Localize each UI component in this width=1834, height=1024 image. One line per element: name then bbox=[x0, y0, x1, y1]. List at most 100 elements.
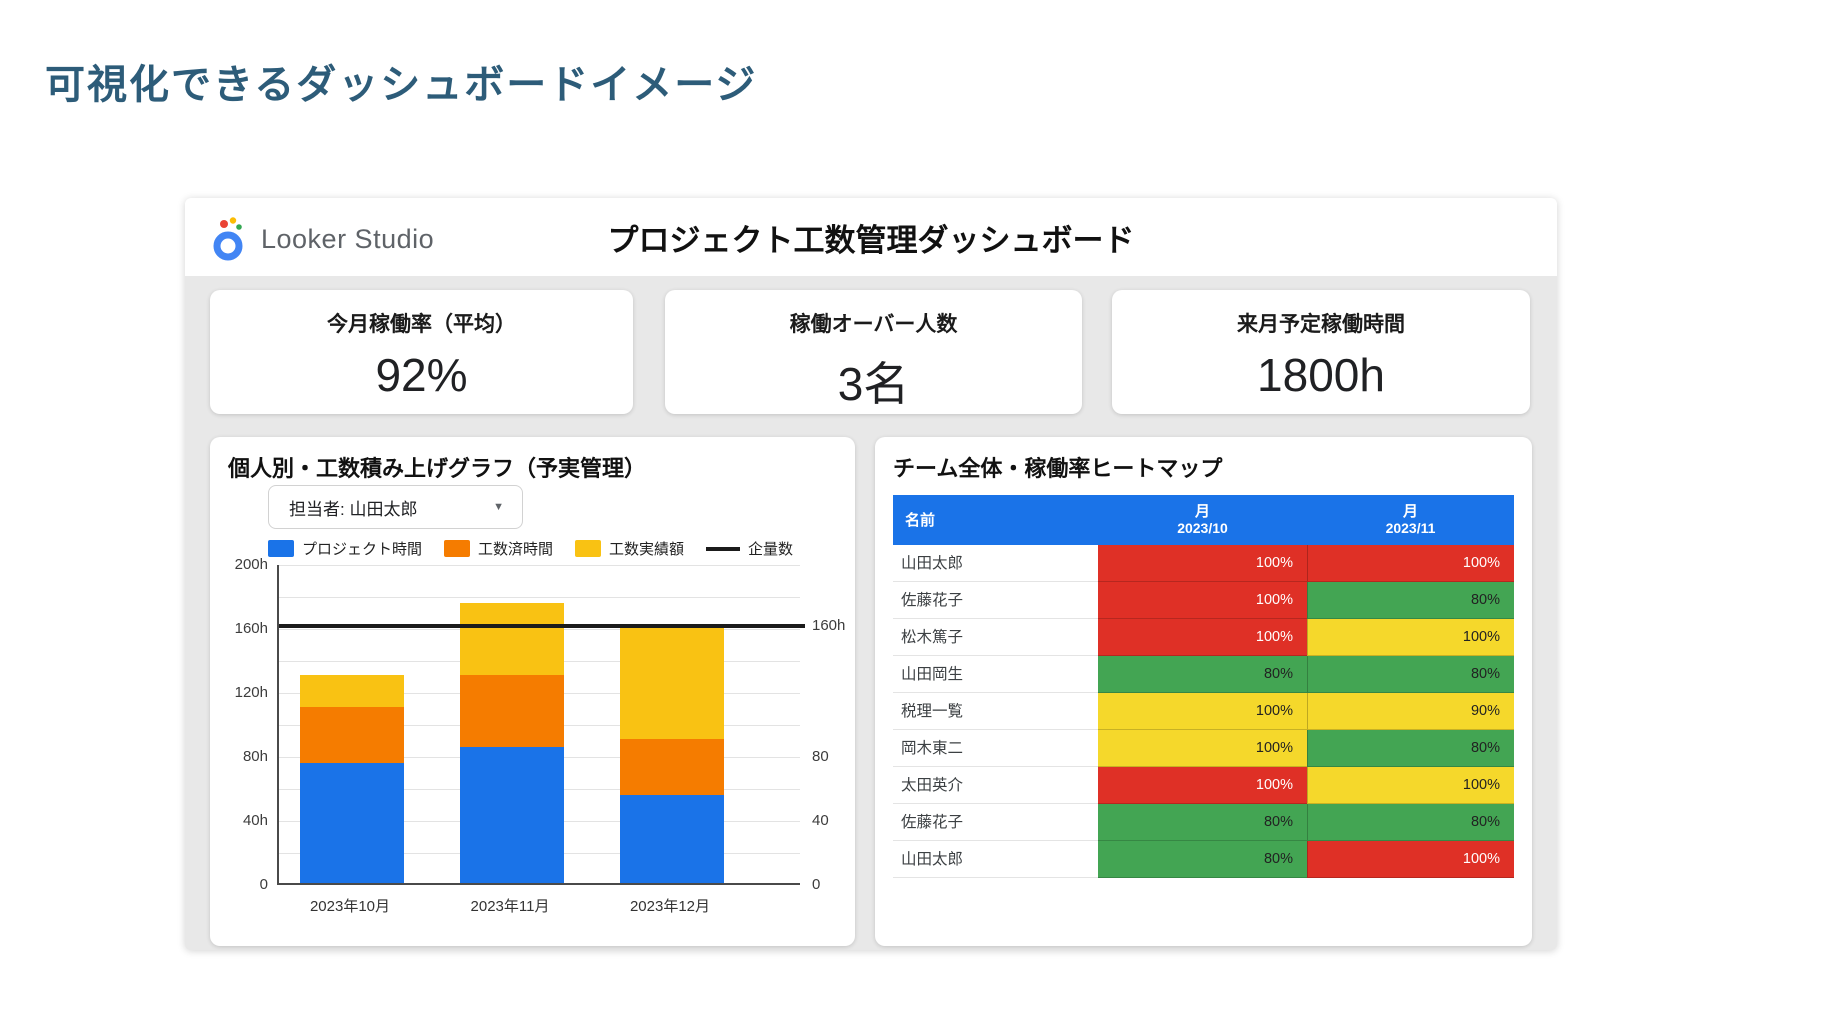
bar-segment bbox=[300, 707, 404, 763]
heatmap-value-cell: 100% bbox=[1307, 841, 1514, 878]
kpi-card-utilization: 今月稼働率（平均） 92% bbox=[210, 290, 633, 414]
kpi-label: 来月予定稼働時間 bbox=[1237, 313, 1405, 336]
bar-segment bbox=[460, 747, 564, 883]
heatmap-header-cell: 月 2023/10 bbox=[1098, 495, 1307, 545]
heatmap-name-cell: 松木篤子 bbox=[893, 619, 1098, 656]
heatmap-row: 松木篤子 100% 100% bbox=[893, 619, 1514, 656]
bar-segment bbox=[300, 675, 404, 707]
legend-item: プロジェクト時間 bbox=[268, 538, 422, 559]
heatmap-value-cell: 100% bbox=[1098, 767, 1307, 804]
heatmap-value-cell: 80% bbox=[1098, 804, 1307, 841]
heatmap-value-cell: 100% bbox=[1098, 693, 1307, 730]
heatmap-row: 山田岡生 80% 80% bbox=[893, 656, 1514, 693]
heatmap-name-cell: 税理一覧 bbox=[893, 693, 1098, 730]
heatmap-value-cell: 80% bbox=[1307, 730, 1514, 767]
heatmap-value-cell: 100% bbox=[1307, 545, 1514, 582]
legend-swatch bbox=[575, 540, 602, 557]
kpi-value: 3名 bbox=[837, 358, 910, 410]
stacked-bar-panel: 個人別・工数積み上げグラフ（予実管理） 担当者: 山田太郎 ▼ プロジェクト時間… bbox=[210, 437, 855, 946]
heatmap-value-cell: 80% bbox=[1098, 841, 1307, 878]
heatmap-name-cell: 山田太郎 bbox=[893, 545, 1098, 582]
heatmap-name-cell: 岡木東二 bbox=[893, 730, 1098, 767]
bar-segment bbox=[620, 627, 724, 739]
heatmap-table: 名前月 2023/10 月 2023/11 山田太郎 100% 100% 佐藤花子 100% 80… bbox=[893, 495, 1514, 878]
heatmap-row: 山田太郎 80% 100% bbox=[893, 841, 1514, 878]
heatmap-row: 佐藤花子 80% 80% bbox=[893, 804, 1514, 841]
bar-segment bbox=[300, 763, 404, 883]
legend-label: プロジェクト時間 bbox=[302, 541, 423, 558]
heatmap-row: 山田太郎 100% 100% bbox=[893, 545, 1514, 582]
heatmap-panel-title: チーム全体・稼働率ヒートマップ bbox=[893, 456, 1223, 481]
chevron-down-icon: ▼ bbox=[493, 501, 504, 513]
heatmap-value-cell: 80% bbox=[1307, 804, 1514, 841]
heatmap-name-cell: 山田岡生 bbox=[893, 656, 1098, 693]
legend-item: 工数実績額 bbox=[575, 538, 684, 559]
heatmap-value-cell: 100% bbox=[1098, 545, 1307, 582]
heatmap-value-cell: 100% bbox=[1307, 767, 1514, 804]
assignee-filter-value: 担当者: 山田太郎 bbox=[289, 499, 418, 519]
heatmap-value-cell: 80% bbox=[1307, 656, 1514, 693]
kpi-card-over-capacity: 稼働オーバー人数 3名 bbox=[665, 290, 1082, 414]
heatmap-header-label: 名前 bbox=[905, 511, 936, 529]
heatmap-row: 佐藤花子 100% 80% bbox=[893, 582, 1514, 619]
stacked-bar bbox=[620, 627, 724, 883]
plot-area bbox=[277, 565, 806, 885]
heatmap-panel: チーム全体・稼働率ヒートマップ 名前月 2023/10 月 2023/11 山田太郎 10… bbox=[875, 437, 1532, 946]
heatmap-value-cell: 90% bbox=[1307, 693, 1514, 730]
looker-studio-icon bbox=[213, 217, 243, 261]
target-line bbox=[279, 623, 806, 628]
brand-name: Looker Studio bbox=[261, 223, 435, 254]
y-tick-label: 200h bbox=[234, 556, 268, 573]
stacked-bar bbox=[460, 603, 564, 883]
heatmap-row: 太田英介 100% 100% bbox=[893, 767, 1514, 804]
heatmap-header-label: 月 bbox=[1402, 503, 1418, 520]
legend-item: 企量数 bbox=[706, 538, 793, 559]
heatmap-name-cell: 太田英介 bbox=[893, 767, 1098, 804]
stacked-bar-panel-title: 個人別・工数積み上げグラフ（予実管理） bbox=[228, 456, 647, 481]
heatmap-header-cell: 月 2023/11 bbox=[1307, 495, 1514, 545]
legend-label: 工数済時間 bbox=[478, 541, 554, 558]
kpi-value: 92% bbox=[375, 349, 468, 401]
heatmap-value-cell: 80% bbox=[1307, 582, 1514, 619]
gridline bbox=[279, 597, 800, 598]
legend-label: 企量数 bbox=[748, 541, 794, 558]
heatmap-name-cell: 山田太郎 bbox=[893, 841, 1098, 878]
heatmap-name-cell: 佐藤花子 bbox=[893, 582, 1098, 619]
dashboard-header: プロジェクト工数管理ダッシュボード Looker Studio bbox=[185, 198, 1557, 276]
legend-swatch bbox=[268, 540, 294, 557]
legend-line-swatch bbox=[706, 546, 741, 551]
heatmap-row: 岡木東二 100% 80% bbox=[893, 730, 1514, 767]
heatmap-header-sublabel: 2023/11 bbox=[1385, 520, 1436, 536]
heatmap-value-cell: 100% bbox=[1307, 619, 1514, 656]
y-tick-label: 120h bbox=[234, 684, 268, 701]
stacked-bar-chart: 2023年10月 2023年11月 2023年12月 200h 160h 120h 80h 4… bbox=[210, 556, 855, 937]
kpi-label: 今月稼働率（平均） bbox=[327, 313, 516, 336]
gridline bbox=[279, 565, 800, 566]
heatmap-header-sublabel: 2023/10 bbox=[1177, 520, 1228, 536]
bar-segment bbox=[620, 795, 724, 883]
x-tick-label: 2023年10月 bbox=[309, 898, 391, 915]
heatmap-header-cell: 名前 bbox=[893, 495, 1098, 545]
kpi-value: 1800h bbox=[1257, 349, 1385, 401]
heatmap-value-cell: 100% bbox=[1098, 619, 1307, 656]
y-tick-label: 160h bbox=[812, 616, 846, 634]
dashboard-frame: プロジェクト工数管理ダッシュボード Looker Studio 今月稼働率（平均… bbox=[185, 198, 1557, 950]
heatmap-value-cell: 100% bbox=[1098, 582, 1307, 619]
page-title: 可視化できるダッシュボードイメージ bbox=[45, 63, 758, 107]
dashboard-title: プロジェクト工数管理ダッシュボード bbox=[607, 222, 1135, 258]
y-tick-label: 80h bbox=[242, 748, 268, 765]
heatmap-name-cell: 佐藤花子 bbox=[893, 804, 1098, 841]
kpi-label: 稼働オーバー人数 bbox=[789, 313, 958, 336]
assignee-filter-dropdown[interactable]: 担当者: 山田太郎 ▼ bbox=[268, 485, 523, 529]
bar-segment bbox=[460, 603, 564, 675]
legend-swatch bbox=[444, 540, 471, 557]
stacked-bar bbox=[300, 675, 404, 883]
bar-segment bbox=[460, 675, 564, 747]
legend-item: 工数済時間 bbox=[444, 538, 553, 559]
heatmap-header-label: 月 bbox=[1194, 503, 1210, 520]
bar-segment bbox=[620, 739, 724, 795]
y-tick-label: 80 bbox=[812, 748, 829, 765]
heatmap-value-cell: 80% bbox=[1098, 656, 1307, 693]
y-tick-label: 40 bbox=[812, 812, 829, 829]
